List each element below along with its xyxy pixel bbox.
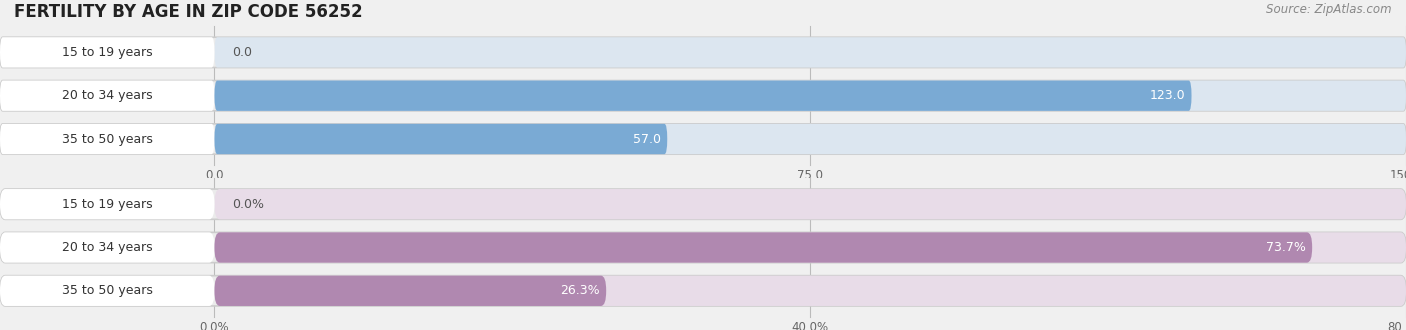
FancyBboxPatch shape	[215, 124, 1406, 154]
Text: 35 to 50 years: 35 to 50 years	[62, 284, 153, 297]
Text: 35 to 50 years: 35 to 50 years	[62, 133, 153, 146]
Text: 15 to 19 years: 15 to 19 years	[62, 46, 152, 59]
FancyBboxPatch shape	[215, 124, 668, 154]
FancyBboxPatch shape	[215, 276, 1406, 306]
Text: 15 to 19 years: 15 to 19 years	[62, 198, 152, 211]
FancyBboxPatch shape	[215, 189, 1406, 219]
FancyBboxPatch shape	[0, 124, 215, 154]
FancyBboxPatch shape	[215, 81, 1191, 111]
FancyBboxPatch shape	[0, 232, 215, 263]
FancyBboxPatch shape	[0, 189, 215, 219]
Text: 0.0: 0.0	[232, 46, 252, 59]
FancyBboxPatch shape	[215, 232, 1406, 263]
Text: 20 to 34 years: 20 to 34 years	[62, 241, 152, 254]
FancyBboxPatch shape	[0, 124, 1406, 154]
Text: 20 to 34 years: 20 to 34 years	[62, 89, 152, 102]
FancyBboxPatch shape	[215, 81, 1406, 111]
FancyBboxPatch shape	[0, 276, 215, 306]
FancyBboxPatch shape	[215, 37, 1406, 68]
Text: FERTILITY BY AGE IN ZIP CODE 56252: FERTILITY BY AGE IN ZIP CODE 56252	[14, 3, 363, 21]
Text: 123.0: 123.0	[1150, 89, 1185, 102]
FancyBboxPatch shape	[0, 81, 1406, 111]
FancyBboxPatch shape	[0, 37, 1406, 68]
FancyBboxPatch shape	[0, 189, 1406, 219]
FancyBboxPatch shape	[0, 276, 1406, 306]
Text: 0.0%: 0.0%	[232, 198, 264, 211]
Text: 73.7%: 73.7%	[1267, 241, 1306, 254]
FancyBboxPatch shape	[0, 81, 215, 111]
FancyBboxPatch shape	[215, 232, 1312, 263]
FancyBboxPatch shape	[215, 276, 606, 306]
Text: 26.3%: 26.3%	[561, 284, 600, 297]
FancyBboxPatch shape	[0, 232, 1406, 263]
Text: 57.0: 57.0	[633, 133, 661, 146]
Text: Source: ZipAtlas.com: Source: ZipAtlas.com	[1267, 3, 1392, 16]
FancyBboxPatch shape	[0, 37, 215, 68]
